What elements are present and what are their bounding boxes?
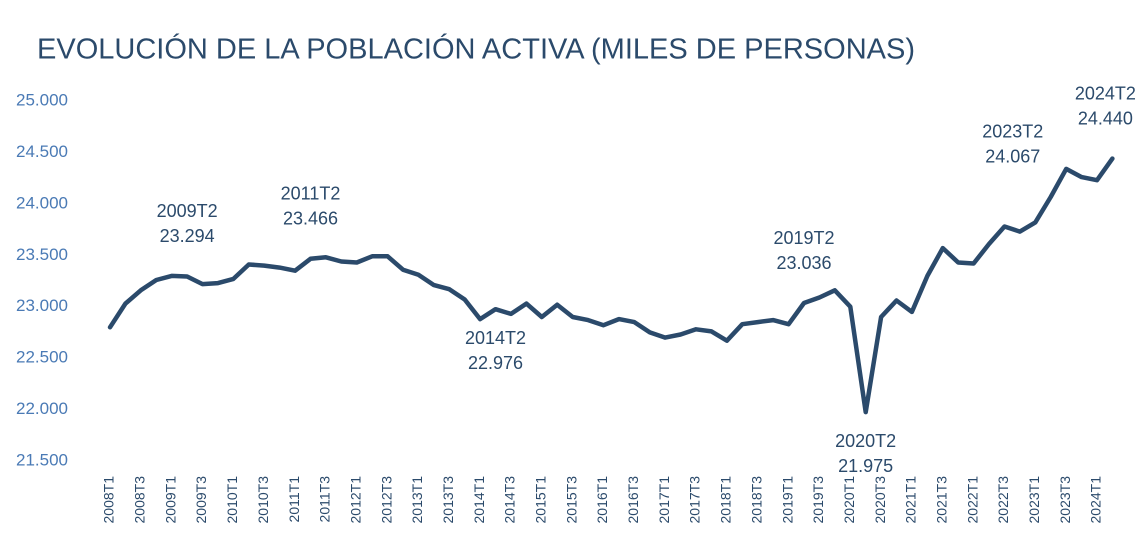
x-tick-label: 2014T1 xyxy=(471,476,487,524)
annotation-value: 21.975 xyxy=(838,456,893,476)
annotation-period: 2023T2 xyxy=(982,122,1043,142)
annotation-period: 2014T2 xyxy=(465,328,526,348)
x-tick-label: 2011T3 xyxy=(317,476,333,523)
x-tick-label: 2013T3 xyxy=(440,476,456,524)
x-tick-label: 2016T3 xyxy=(625,476,641,524)
annotation-value: 24.440 xyxy=(1078,108,1133,128)
x-tick-label: 2020T1 xyxy=(841,476,857,524)
annotation-period: 2020T2 xyxy=(835,431,896,451)
x-tick-label: 2018T3 xyxy=(748,476,764,524)
x-tick-label: 2021T3 xyxy=(933,476,949,524)
x-tick-label: 2008T1 xyxy=(101,476,117,524)
line-series xyxy=(107,156,1115,415)
x-tick-label: 2015T1 xyxy=(533,476,549,524)
x-tick-label: 2014T3 xyxy=(502,476,518,524)
x-tick-label: 2009T1 xyxy=(162,476,178,524)
annotation-value: 24.067 xyxy=(985,147,1040,167)
chart-title: EVOLUCIÓN DE LA POBLACIÓN ACTIVA (MILES … xyxy=(37,33,915,66)
x-tick-label: 2020T3 xyxy=(872,476,888,524)
x-tick-label: 2018T1 xyxy=(718,476,734,524)
x-tick-label: 2023T3 xyxy=(1057,476,1073,524)
x-tick-label: 2022T3 xyxy=(995,476,1011,524)
annotation-period: 2024T2 xyxy=(1075,83,1136,103)
x-tick-label: 2010T3 xyxy=(255,476,271,524)
x-tick-label: 2012T3 xyxy=(378,476,394,524)
y-tick-label: 22.500 xyxy=(16,348,68,367)
y-tick-label: 22.000 xyxy=(16,399,68,418)
y-tick-label: 25.000 xyxy=(16,90,68,109)
x-tick-label: 2015T3 xyxy=(563,476,579,524)
y-tick-label: 21.500 xyxy=(16,450,68,469)
x-tick-label: 2013T1 xyxy=(409,476,425,524)
x-tick-label: 2012T1 xyxy=(347,476,363,524)
x-tick-label: 2023T1 xyxy=(1026,476,1042,524)
x-tick-label: 2019T3 xyxy=(810,476,826,524)
x-tick-label: 2019T1 xyxy=(779,476,795,524)
x-tick-label: 2017T1 xyxy=(656,476,672,524)
y-tick-label: 24.500 xyxy=(16,142,68,161)
y-tick-label: 24.000 xyxy=(16,193,68,212)
x-tick-label: 2016T1 xyxy=(594,476,610,524)
y-tick-label: 23.500 xyxy=(16,245,68,264)
x-tick-label: 2008T3 xyxy=(132,476,148,524)
x-tick-label: 2010T1 xyxy=(224,476,240,524)
annotation-period: 2011T2 xyxy=(281,184,341,204)
annotation-value: 23.294 xyxy=(160,226,215,246)
x-tick-label: 2017T3 xyxy=(687,476,703,524)
annotation-value: 22.976 xyxy=(468,353,523,373)
x-tick-label: 2009T3 xyxy=(193,476,209,524)
y-tick-label: 23.000 xyxy=(16,296,68,315)
x-tick-label: 2021T1 xyxy=(903,476,919,524)
x-tick-label: 2022T1 xyxy=(964,476,980,524)
x-tick-label: 2024T1 xyxy=(1088,476,1104,524)
annotation-period: 2009T2 xyxy=(157,201,218,221)
annotation-value: 23.466 xyxy=(283,209,338,229)
annotation-value: 23.036 xyxy=(776,253,831,273)
x-tick-label: 2011T1 xyxy=(286,476,302,523)
annotation-period: 2019T2 xyxy=(773,228,834,248)
